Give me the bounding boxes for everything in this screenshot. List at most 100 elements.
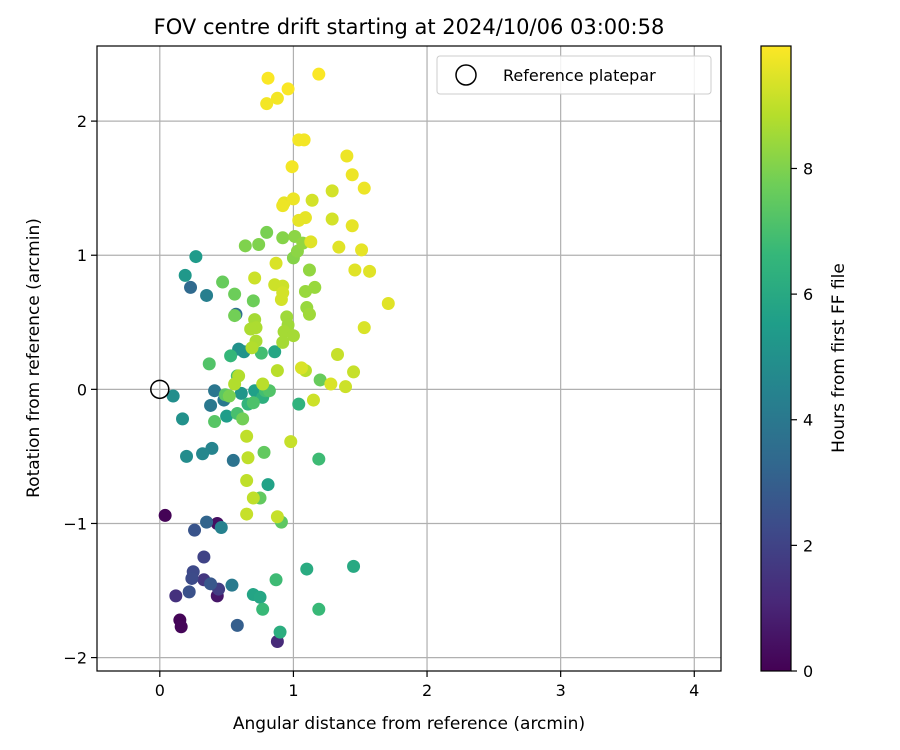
reference-platepar-marker	[150, 379, 170, 400]
data-point	[270, 510, 284, 524]
data-point	[182, 585, 196, 599]
data-point	[325, 212, 339, 226]
data-point	[273, 625, 287, 639]
data-point	[292, 213, 306, 227]
data-point	[276, 335, 290, 349]
data-point	[268, 345, 282, 359]
data-point	[345, 168, 359, 182]
x-tick-label: 2	[422, 681, 432, 700]
data-point	[248, 271, 262, 285]
data-point	[347, 559, 361, 573]
data-point	[234, 386, 248, 400]
data-point	[240, 507, 254, 521]
data-point	[246, 491, 260, 505]
colorbar-tick-label: 8	[803, 159, 813, 178]
x-tick-label: 4	[689, 681, 699, 700]
data-point	[176, 412, 190, 426]
data-point	[256, 602, 270, 616]
data-point	[253, 590, 267, 604]
data-point	[347, 365, 361, 379]
data-point	[324, 377, 338, 391]
colorbar-tick-label: 0	[803, 662, 813, 681]
y-axis-label: Rotation from reference (arcmin)	[24, 218, 44, 498]
axis-ticks: 0 1 2 3 4 −2 −1 0 1 2	[63, 112, 699, 700]
data-point	[294, 361, 308, 375]
data-point	[228, 309, 242, 323]
data-point	[312, 452, 326, 466]
x-tick-label: 0	[155, 681, 165, 700]
data-point	[240, 429, 254, 443]
data-point	[332, 240, 346, 254]
colorbar-label: Hours from first FF file	[829, 263, 849, 453]
x-axis-label: Angular distance from reference (arcmin)	[233, 714, 585, 734]
data-point	[222, 389, 236, 403]
data-point	[302, 307, 316, 321]
data-point	[312, 602, 326, 616]
data-point	[292, 397, 306, 411]
data-point	[178, 268, 192, 282]
data-point	[256, 377, 270, 391]
data-point	[189, 250, 203, 264]
data-point	[214, 520, 228, 534]
data-point	[340, 149, 354, 163]
legend: Reference platepar	[436, 55, 712, 95]
data-point	[236, 412, 250, 426]
data-point	[269, 573, 283, 587]
data-point	[245, 341, 259, 355]
data-point	[281, 82, 295, 96]
y-tick-label: −2	[63, 649, 87, 668]
data-point	[225, 578, 239, 592]
data-point	[274, 292, 288, 306]
data-point	[302, 263, 316, 277]
data-point	[216, 275, 230, 289]
legend-reference-marker	[455, 64, 477, 86]
data-point	[202, 357, 216, 371]
data-point	[188, 523, 202, 537]
data-point	[348, 263, 362, 277]
y-tick-label: 0	[77, 380, 87, 399]
data-point	[381, 297, 395, 311]
colorbar-ticks: 0 2 4 6 8	[791, 159, 813, 681]
scatter-points	[158, 67, 395, 648]
data-point	[345, 219, 359, 233]
data-point	[169, 589, 183, 603]
data-point	[204, 577, 218, 591]
data-point	[158, 508, 172, 522]
plot-frame	[96, 45, 722, 672]
legend-box	[436, 55, 712, 95]
data-point	[240, 474, 254, 488]
data-point	[285, 160, 299, 174]
data-point	[261, 478, 275, 492]
colorbar-tick-label: 2	[803, 536, 813, 555]
data-point	[208, 415, 222, 429]
y-tick-label: 1	[77, 246, 87, 265]
data-point	[196, 447, 210, 461]
data-point	[260, 97, 274, 111]
data-point	[200, 515, 214, 529]
data-point	[185, 571, 199, 585]
data-point	[197, 550, 211, 564]
data-point	[220, 409, 234, 423]
data-point	[208, 384, 222, 398]
data-point	[286, 329, 300, 343]
data-point	[230, 618, 244, 632]
data-point	[204, 398, 218, 412]
data-point	[184, 280, 198, 294]
data-point	[241, 451, 255, 465]
data-point	[300, 562, 314, 576]
data-point	[224, 349, 238, 363]
colorbar: 0 2 4 6 8 Hours from first FF file	[760, 45, 849, 681]
data-point	[284, 435, 298, 449]
data-point	[312, 67, 326, 81]
data-point	[246, 396, 260, 410]
data-point	[297, 133, 311, 147]
data-point	[180, 449, 194, 463]
colorbar-tick-label: 6	[803, 285, 813, 304]
data-point	[166, 389, 180, 403]
colorbar-gradient	[760, 45, 792, 672]
data-point	[257, 445, 271, 459]
data-point	[270, 364, 284, 378]
data-point	[200, 288, 214, 302]
colorbar-tick-label: 4	[803, 411, 813, 430]
data-point	[252, 237, 266, 251]
